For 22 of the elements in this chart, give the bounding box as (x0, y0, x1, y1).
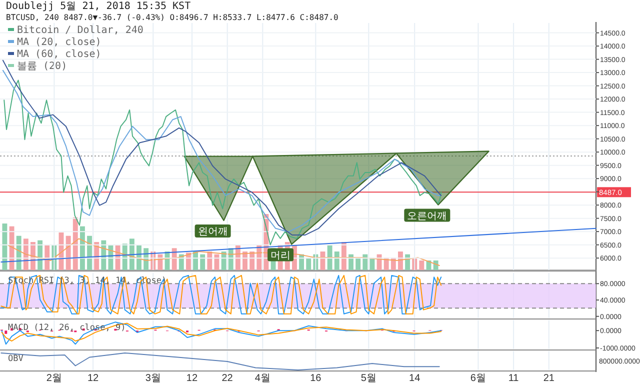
x-tick-label: 3월 (145, 373, 161, 384)
x-tick-label: 5월 (360, 373, 376, 384)
x-tick-label: 6월 (470, 373, 486, 384)
annotation: 머리 (270, 250, 291, 262)
x-tick-label: 12 (87, 373, 100, 384)
x-tick-label: 21 (543, 373, 555, 384)
legend-label: MA (20, close) (17, 37, 102, 48)
legend-label: Bitcoin / Dollar, 240 (17, 25, 144, 36)
x-tick-label: 4월 (254, 373, 270, 384)
x-tick-label: 22 (222, 373, 234, 384)
x-tick-label: 16 (310, 373, 322, 384)
legend-label: MA (60, close) (17, 49, 102, 60)
chart-title: OBV (8, 354, 24, 364)
x-tick-label: 14 (409, 373, 421, 384)
x-tick-label: 2월 (46, 373, 62, 384)
chart-title: Doublejj 5월 21, 2018 15:35 KST (6, 1, 191, 12)
annotation: 오른어깨 (407, 210, 448, 222)
legend-label: 볼륨 (20) (17, 61, 68, 72)
x-tick-label: 11 (508, 373, 520, 384)
chart-subtitle: BTCUSD, 240 8487.0▼-36.7 (-0.43%) O:8496.7 H:8533.7 L:8477.6 C:8487.0 (6, 13, 339, 22)
x-tick-label: 12 (186, 373, 198, 384)
annotation: 왼어깨 (198, 226, 228, 238)
